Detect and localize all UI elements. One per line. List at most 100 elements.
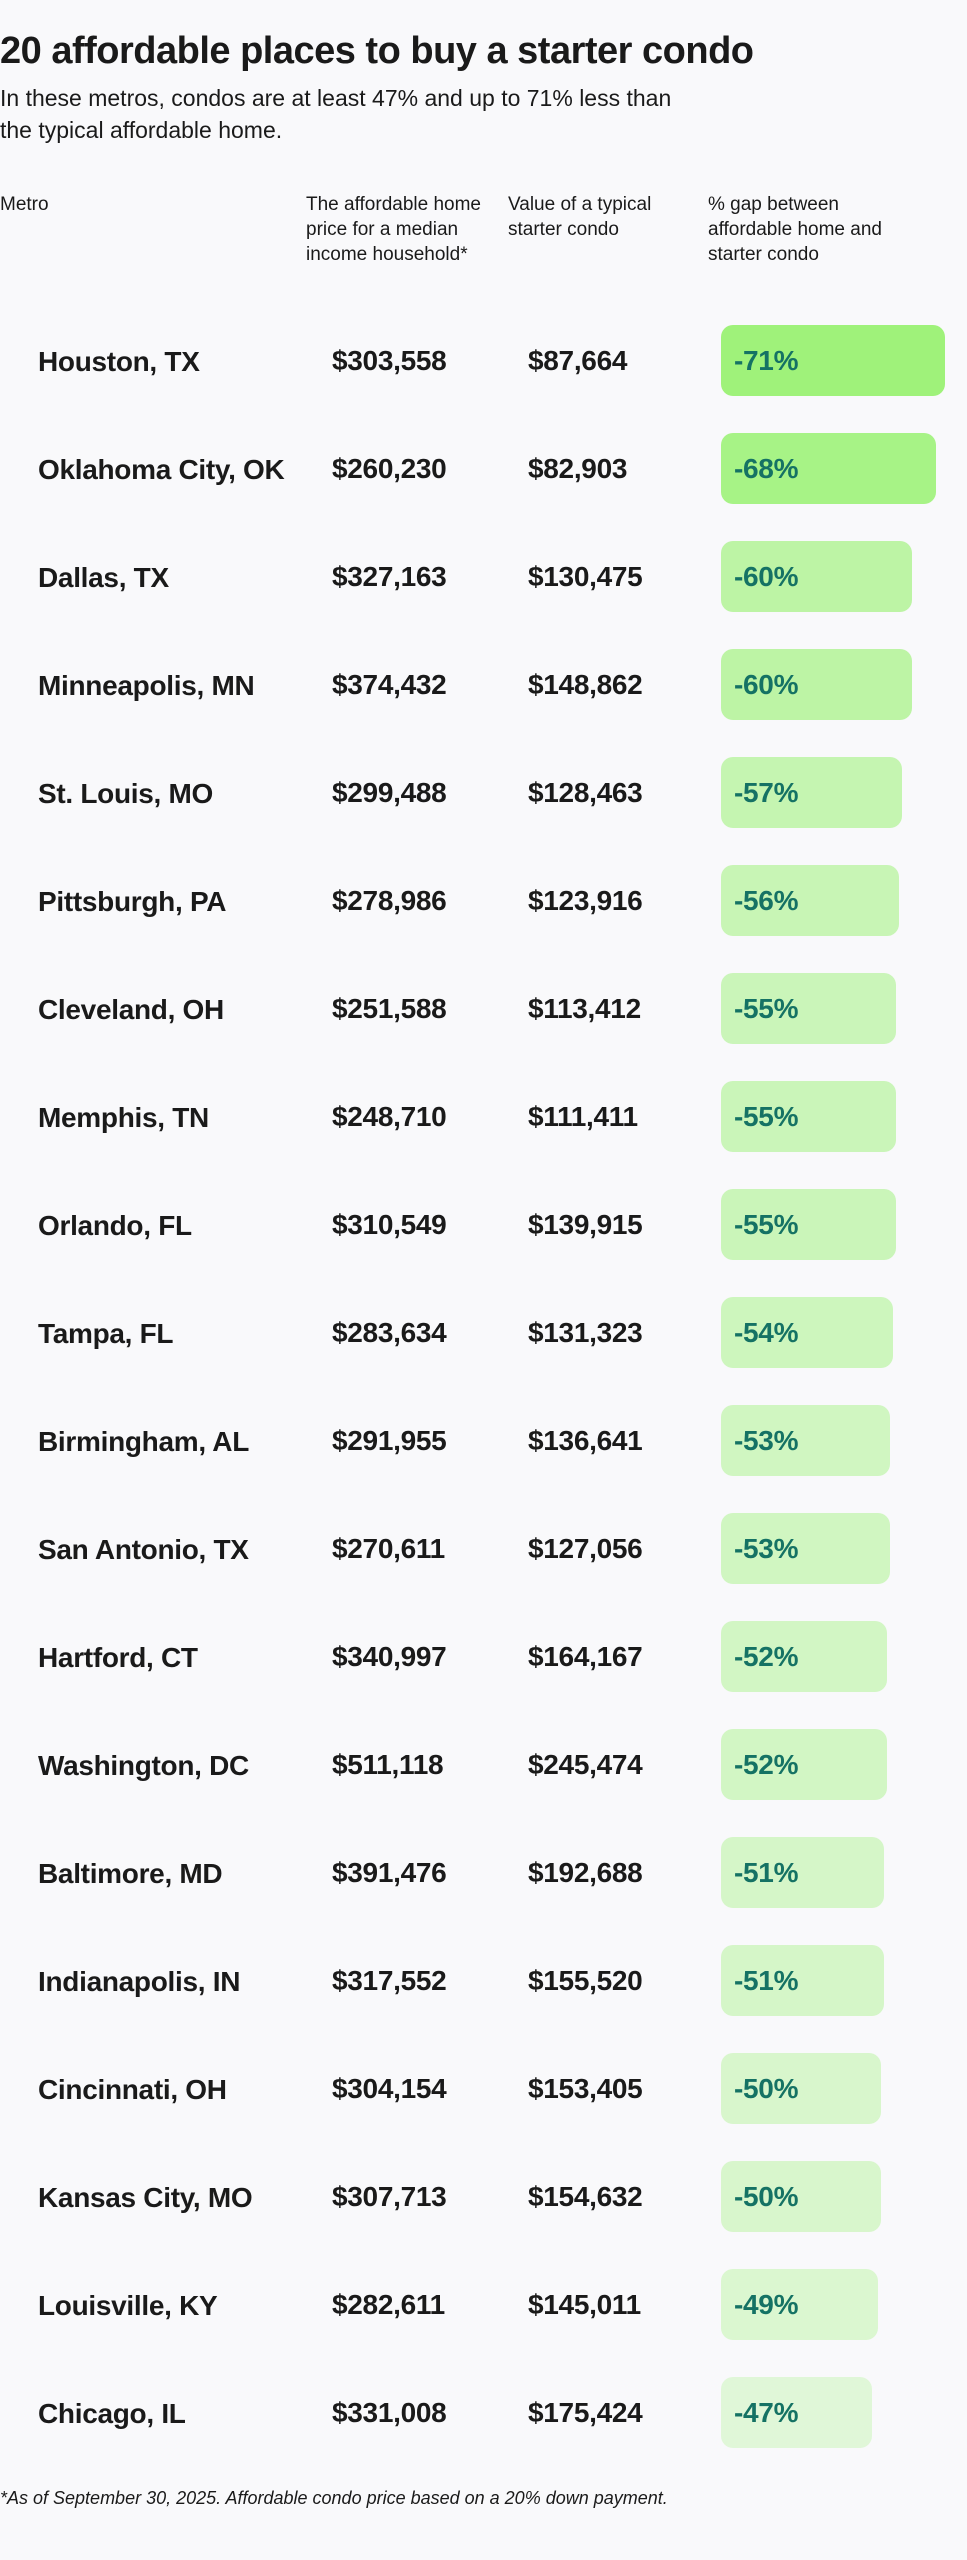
metro-name: Minneapolis, MN — [38, 669, 255, 701]
gap-label: -54% — [734, 1316, 799, 1348]
affordable-price: $317,552 — [332, 1965, 447, 1996]
affordable-price: $327,163 — [332, 561, 447, 592]
gap-label: -60% — [734, 668, 799, 700]
metro-name: Cleveland, OH — [38, 993, 224, 1025]
affordable-price: $251,588 — [332, 993, 447, 1024]
condo-value: $131,323 — [528, 1317, 643, 1348]
gap-bar: -50% — [721, 2053, 882, 2124]
condo-value: $245,474 — [528, 1749, 643, 1780]
table-row: Washington, DC $511,118 $245,474 -52% — [0, 1711, 967, 1819]
condo-value: $128,463 — [528, 777, 643, 808]
gap-label: -52% — [734, 1640, 799, 1672]
condo-value: $154,632 — [528, 2181, 643, 2212]
affordable-price: $304,154 — [332, 2073, 447, 2104]
condo-value: $139,915 — [528, 1209, 643, 1240]
table-row: St. Louis, MO $299,488 $128,463 -57% — [0, 739, 967, 847]
gap-label: -53% — [734, 1424, 799, 1456]
gap-bar: -53% — [721, 1405, 891, 1476]
condo-value: $87,664 — [528, 345, 628, 376]
gap-label: -52% — [734, 1748, 799, 1780]
condo-value: $155,520 — [528, 1965, 643, 1996]
table-row: Oklahoma City, OK $260,230 $82,903 -68% — [0, 415, 967, 523]
gap-bar: -53% — [721, 1513, 891, 1584]
gap-bar: -49% — [721, 2269, 879, 2340]
table-row: Orlando, FL $310,549 $139,915 -55% — [0, 1171, 967, 1279]
affordable-price: $283,634 — [332, 1317, 447, 1348]
condo-value: $148,862 — [528, 669, 643, 700]
condo-value: $111,411 — [528, 1101, 638, 1132]
metro-name: Birmingham, AL — [38, 1425, 249, 1457]
affordable-price: $511,118 — [332, 1749, 444, 1780]
affordable-price: $340,997 — [332, 1641, 447, 1672]
gap-bar: -57% — [721, 757, 903, 828]
condo-value: $130,475 — [528, 561, 643, 592]
gap-label: -55% — [734, 1100, 799, 1132]
metro-name: Kansas City, MO — [38, 2181, 253, 2213]
metro-name: Washington, DC — [38, 1749, 249, 1781]
gap-label: -56% — [734, 884, 799, 916]
column-header-affordable-price: The affordable home price for a median i… — [306, 194, 481, 265]
metro-name: Indianapolis, IN — [38, 1965, 241, 1997]
gap-bar: -68% — [721, 433, 936, 504]
metro-name: Memphis, TN — [38, 1101, 209, 1133]
affordable-price: $310,549 — [332, 1209, 447, 1240]
table-row: Baltimore, MD $391,476 $192,688 -51% — [0, 1819, 967, 1927]
table-row: Louisville, KY $282,611 $145,011 -49% — [0, 2251, 967, 2359]
metro-name: Louisville, KY — [38, 2289, 218, 2321]
gap-label: -57% — [734, 776, 799, 808]
affordable-price: $307,713 — [332, 2181, 447, 2212]
column-header-condo-value: Value of a typical starter condo — [508, 194, 652, 240]
affordable-price: $248,710 — [332, 1101, 447, 1132]
table-row: Dallas, TX $327,163 $130,475 -60% — [0, 523, 967, 631]
metro-name: Baltimore, MD — [38, 1857, 223, 1889]
condo-value: $153,405 — [528, 2073, 643, 2104]
table-row: Tampa, FL $283,634 $131,323 -54% — [0, 1279, 967, 1387]
metro-name: Chicago, IL — [38, 2397, 186, 2429]
condo-value: $82,903 — [528, 453, 628, 484]
metro-name: Hartford, CT — [38, 1641, 198, 1673]
metro-name: Oklahoma City, OK — [38, 453, 285, 485]
affordable-price: $278,986 — [332, 885, 447, 916]
gap-bar: -52% — [721, 1729, 888, 1800]
condo-value: $145,011 — [528, 2289, 641, 2320]
affordable-price: $270,611 — [332, 1533, 445, 1564]
affordable-price: $299,488 — [332, 777, 447, 808]
gap-bar: -60% — [721, 649, 912, 720]
table-row: San Antonio, TX $270,611 $127,056 -53% — [0, 1495, 967, 1603]
gap-label: -50% — [734, 2072, 799, 2104]
metro-name: San Antonio, TX — [38, 1533, 249, 1565]
affordable-price: $282,611 — [332, 2289, 445, 2320]
condo-value: $127,056 — [528, 1533, 643, 1564]
table-row: Cincinnati, OH $304,154 $153,405 -50% — [0, 2035, 967, 2143]
gap-label: -49% — [734, 2288, 799, 2320]
gap-bar: -55% — [721, 1081, 897, 1152]
gap-bar: -47% — [721, 2377, 872, 2448]
subtitle: In these metros, condos are at least 47%… — [0, 85, 672, 143]
gap-bar: -54% — [721, 1297, 894, 1368]
affordable-price: $331,008 — [332, 2397, 447, 2428]
condo-value: $136,641 — [528, 1425, 643, 1456]
gap-label: -71% — [734, 344, 799, 376]
metro-name: Tampa, FL — [38, 1317, 174, 1349]
table-row: Cleveland, OH $251,588 $113,412 -55% — [0, 955, 967, 1063]
page-title: 20 affordable places to buy a starter co… — [0, 30, 754, 72]
gap-bar: -56% — [721, 865, 900, 936]
table-row: Birmingham, AL $291,955 $136,641 -53% — [0, 1387, 967, 1495]
table-row: Hartford, CT $340,997 $164,167 -52% — [0, 1603, 967, 1711]
metro-name: Cincinnati, OH — [38, 2073, 227, 2105]
gap-bar: -55% — [721, 973, 897, 1044]
gap-label: -47% — [734, 2396, 799, 2428]
affordable-price: $374,432 — [332, 669, 447, 700]
gap-bar: -50% — [721, 2161, 882, 2232]
gap-bar: -51% — [721, 1945, 885, 2016]
metro-name: Pittsburgh, PA — [38, 885, 227, 917]
condo-value: $192,688 — [528, 1857, 643, 1888]
affordable-price: $291,955 — [332, 1425, 447, 1456]
gap-bar: -51% — [721, 1837, 885, 1908]
condo-value: $164,167 — [528, 1641, 643, 1672]
gap-label: -50% — [734, 2180, 799, 2212]
table-row: Pittsburgh, PA $278,986 $123,916 -56% — [0, 847, 967, 955]
condo-value: $123,916 — [528, 885, 643, 916]
gap-label: -51% — [734, 1964, 799, 1996]
table-row: Memphis, TN $248,710 $111,411 -55% — [0, 1063, 967, 1171]
